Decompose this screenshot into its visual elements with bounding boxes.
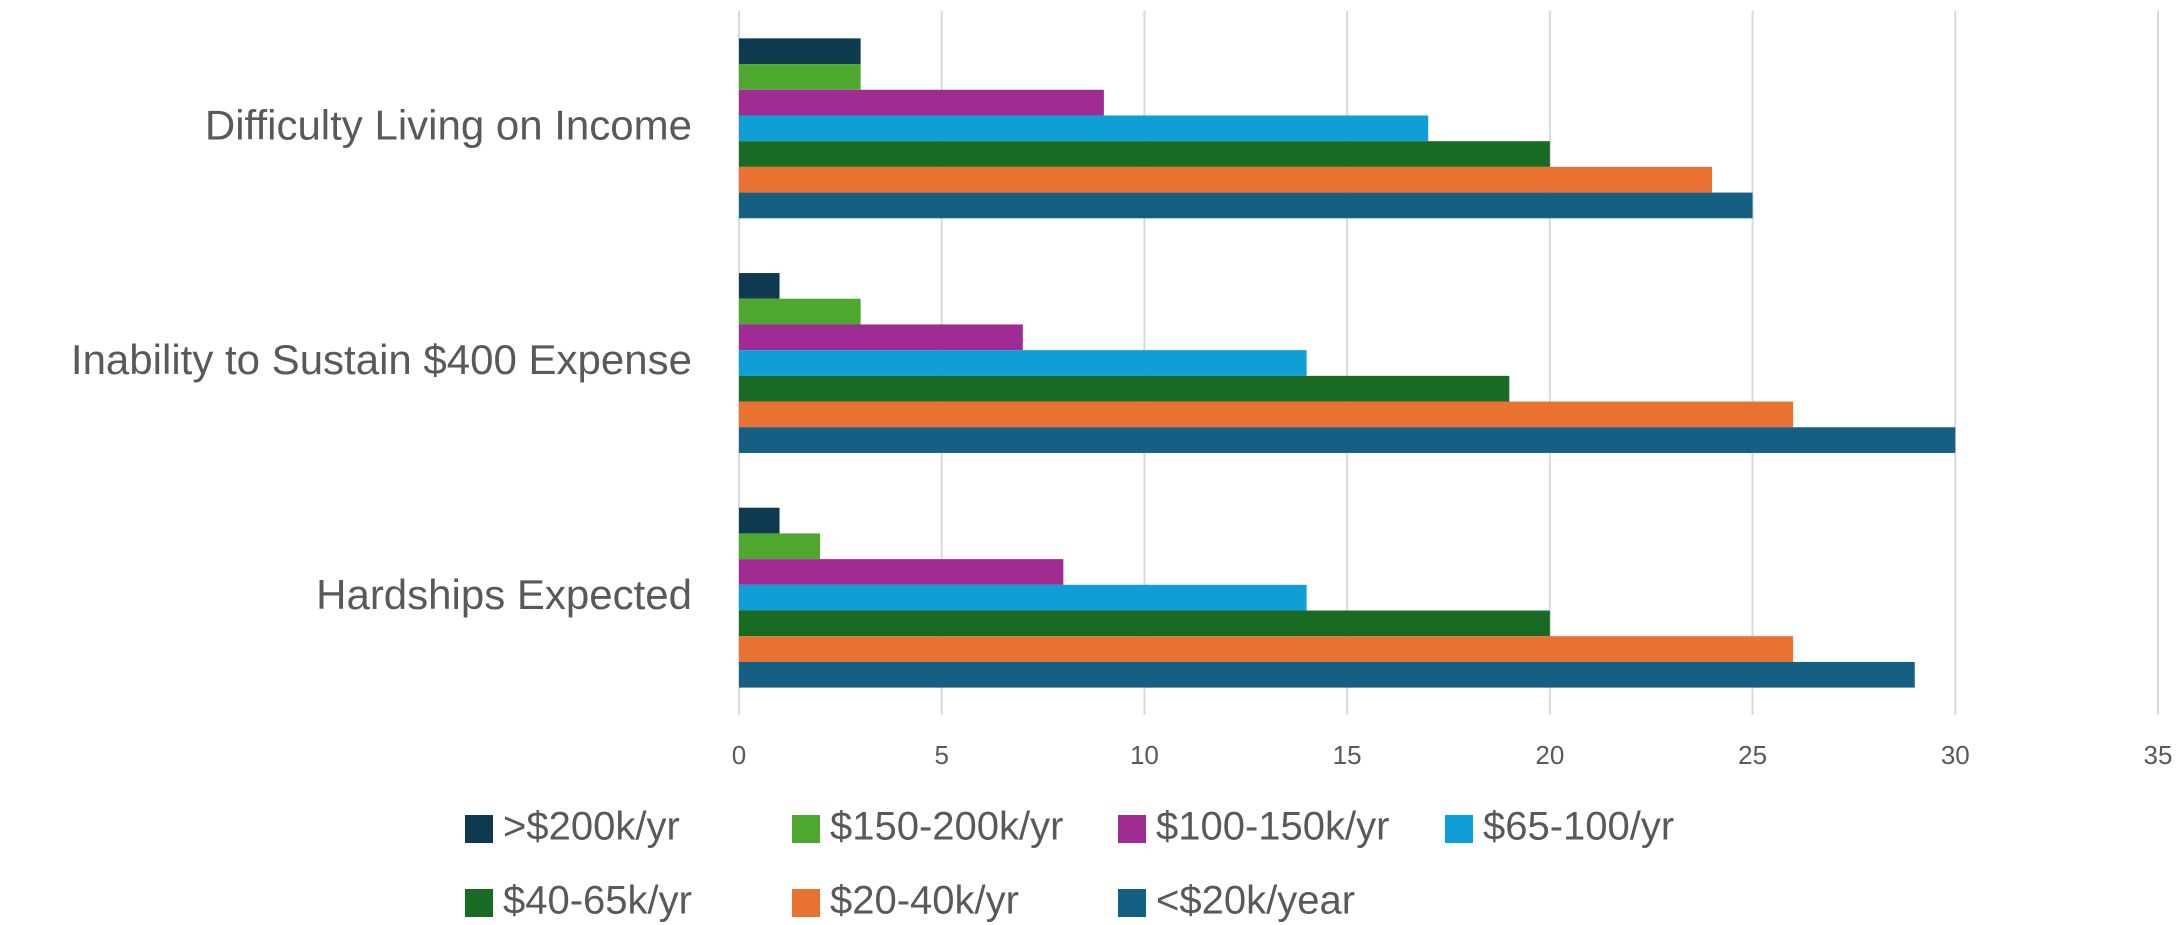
- bar: [739, 115, 1429, 142]
- bar: [739, 661, 1915, 688]
- legend-swatch: [465, 815, 493, 843]
- bar: [739, 324, 1023, 351]
- bar: [739, 533, 821, 560]
- legend-swatch: [792, 889, 820, 917]
- bar: [739, 375, 1510, 402]
- legend-swatch: [792, 815, 820, 843]
- x-tick-label: 10: [1130, 740, 1159, 770]
- legend-label: $40-65k/yr: [503, 879, 692, 923]
- legend-label: <$20k/year: [1156, 879, 1355, 923]
- y-tick-label: Inability to Sustain $400 Expense: [71, 336, 692, 383]
- bar: [739, 427, 1956, 453]
- bar: [739, 89, 1104, 116]
- bar: [739, 141, 1550, 167]
- legend-label: $65-100/yr: [1483, 805, 1674, 849]
- bar: [739, 38, 861, 65]
- y-tick-label: Difficulty Living on Income: [205, 101, 692, 148]
- legend-label: $20-40k/yr: [830, 879, 1019, 923]
- legend-swatch: [1445, 815, 1473, 843]
- y-tick-label: Hardships Expected: [316, 571, 692, 618]
- bar: [739, 559, 1064, 585]
- legend-label: $100-150k/yr: [1156, 805, 1389, 849]
- x-tick-label: 30: [1941, 740, 1970, 770]
- bar: [739, 273, 780, 299]
- bar: [739, 192, 1753, 219]
- bar: [739, 298, 861, 325]
- legend-swatch: [1118, 815, 1146, 843]
- bar: [739, 507, 780, 534]
- bar: [739, 64, 861, 90]
- x-tick-label: 20: [1535, 740, 1564, 770]
- x-tick-label: 0: [732, 740, 746, 770]
- bar: [739, 610, 1550, 637]
- x-tick-label: 35: [2144, 740, 2173, 770]
- bar: [739, 401, 1794, 428]
- legend-label: $150-200k/yr: [830, 805, 1063, 849]
- legend-label: >$200k/yr: [503, 805, 680, 849]
- legend-swatch: [1118, 889, 1146, 917]
- bar: [739, 636, 1794, 662]
- legend-swatch: [465, 889, 493, 917]
- bar: [739, 166, 1713, 193]
- bar: [739, 350, 1307, 376]
- x-tick-label: 15: [1333, 740, 1362, 770]
- x-tick-label: 25: [1738, 740, 1767, 770]
- x-tick-label: 5: [934, 740, 948, 770]
- bar: [739, 584, 1307, 611]
